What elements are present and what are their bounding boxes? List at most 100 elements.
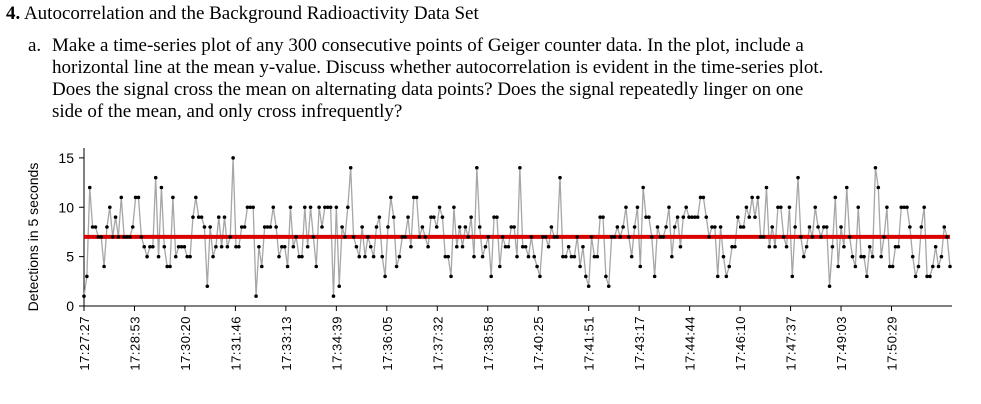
data-point — [116, 235, 121, 239]
data-point — [905, 205, 909, 210]
data-point — [555, 235, 559, 239]
data-point — [380, 254, 385, 259]
data-point — [566, 244, 571, 249]
data-point — [245, 205, 250, 210]
data-point — [191, 215, 195, 219]
data-point — [377, 215, 382, 219]
data-point — [624, 205, 628, 210]
data-point — [638, 264, 643, 269]
x-tick-label: 17:27:27 — [77, 316, 92, 371]
data-point — [168, 264, 172, 269]
data-point — [707, 235, 711, 239]
data-point — [254, 294, 258, 298]
problem-heading: 4. Autocorrelation and the Background Ra… — [6, 3, 479, 25]
data-point — [885, 205, 889, 210]
data-point — [529, 235, 534, 239]
data-point — [770, 225, 775, 229]
data-point — [758, 235, 763, 239]
data-point — [346, 205, 350, 210]
data-point — [285, 264, 290, 269]
data-point — [896, 244, 901, 249]
data-point — [865, 274, 869, 279]
data-point — [228, 235, 233, 239]
data-point — [561, 254, 565, 259]
data-point — [208, 225, 212, 229]
data-point — [853, 264, 858, 269]
data-point — [449, 274, 453, 279]
data-point — [796, 175, 800, 180]
data-point — [776, 205, 780, 210]
data-point — [182, 244, 187, 249]
data-point — [397, 254, 402, 259]
data-point — [497, 264, 502, 269]
data-point — [105, 225, 109, 229]
x-tick-label: 17:50:29 — [885, 316, 900, 371]
data-point — [779, 205, 783, 210]
data-point — [489, 274, 493, 279]
data-point — [919, 225, 924, 229]
data-point — [360, 225, 364, 229]
data-point — [910, 254, 915, 259]
data-point — [833, 195, 838, 200]
data-point — [899, 205, 904, 210]
data-point — [873, 165, 878, 170]
data-point — [824, 225, 829, 229]
data-point — [756, 195, 760, 200]
data-point — [761, 235, 766, 239]
series-line — [83, 157, 951, 297]
data-point — [670, 254, 674, 259]
data-point — [500, 235, 505, 239]
data-point — [225, 244, 230, 249]
data-point — [509, 225, 514, 229]
data-point — [902, 205, 906, 210]
data-point — [813, 205, 818, 210]
data-point — [844, 185, 849, 190]
data-point — [486, 235, 491, 239]
data-point — [684, 205, 688, 210]
x-tick-label: 17:28:53 — [127, 316, 142, 371]
problem-number: 4. — [6, 3, 21, 24]
data-point — [259, 264, 264, 269]
data-point — [936, 264, 941, 269]
x-tick-label: 17:40:25 — [531, 316, 546, 371]
data-point — [738, 225, 743, 229]
data-point — [503, 244, 508, 249]
data-point — [199, 215, 204, 219]
data-point — [128, 235, 132, 239]
data-point — [922, 205, 926, 210]
data-point — [331, 294, 336, 298]
data-point — [736, 215, 740, 219]
data-point — [928, 274, 932, 279]
x-tick-label: 17:37:32 — [430, 316, 445, 371]
y-tick-label: 10 — [58, 199, 74, 215]
data-point — [466, 235, 471, 239]
data-point — [311, 235, 316, 239]
data-point — [747, 215, 752, 219]
data-point — [366, 235, 370, 239]
data-point — [248, 205, 253, 210]
data-point — [205, 284, 210, 289]
data-point — [526, 254, 531, 259]
data-point — [457, 225, 462, 229]
data-point — [440, 215, 445, 219]
data-point — [850, 254, 855, 259]
data-point — [804, 244, 809, 249]
data-point — [452, 205, 456, 210]
problem-title: Autocorrelation and the Background Radio… — [23, 3, 479, 24]
data-point — [414, 195, 419, 200]
data-point — [822, 225, 826, 229]
data-point — [609, 235, 614, 239]
data-point — [543, 235, 548, 239]
data-point — [110, 235, 115, 239]
data-point — [718, 225, 723, 229]
data-point — [188, 254, 192, 259]
data-point — [810, 235, 815, 239]
data-point — [515, 254, 519, 259]
data-point — [237, 244, 241, 249]
data-point — [363, 254, 367, 259]
data-point — [784, 244, 789, 249]
data-point — [741, 225, 746, 229]
data-point — [162, 244, 167, 249]
data-point — [173, 254, 178, 259]
data-point — [655, 225, 660, 229]
